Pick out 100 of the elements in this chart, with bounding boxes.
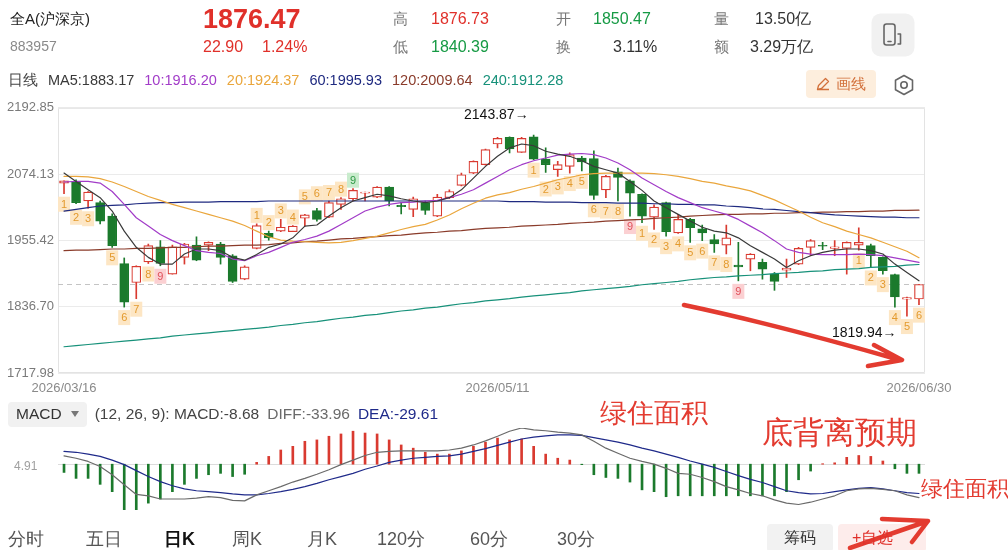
text: 1850.47 xyxy=(593,10,651,29)
y-tick-label: 2192.85 xyxy=(7,99,54,115)
x-tick-label: 2026/05/11 xyxy=(465,380,530,396)
bar xyxy=(712,463,716,497)
bar xyxy=(423,451,427,465)
text: 1.24% xyxy=(262,38,308,57)
text: 分时 xyxy=(8,529,44,550)
text: DEA:-29.61 xyxy=(357,405,439,424)
text: 1 xyxy=(855,254,862,267)
bar xyxy=(279,449,283,465)
text: 高 xyxy=(393,10,408,28)
bar xyxy=(496,437,499,465)
text: 9 xyxy=(157,269,164,282)
text: 1 xyxy=(638,226,646,239)
text: 4 xyxy=(566,177,573,190)
text: 883957 xyxy=(10,38,57,55)
bar xyxy=(568,459,572,465)
bar xyxy=(785,463,788,493)
text: 8 xyxy=(723,258,730,271)
text: 3.11% xyxy=(613,38,658,57)
text: 低 xyxy=(393,38,408,56)
bar xyxy=(833,462,837,465)
bar xyxy=(508,439,511,465)
y-tick-label: 1717.98 xyxy=(7,364,54,380)
bar xyxy=(869,456,873,465)
annotation: 2143.87→ xyxy=(464,106,529,123)
text: 1 xyxy=(530,163,537,176)
text: 4 xyxy=(289,210,296,223)
bar xyxy=(797,463,800,481)
text: 7 xyxy=(133,302,140,315)
text: 7 xyxy=(711,256,718,269)
y-tick-label: 1955.42 xyxy=(7,231,54,247)
text: 5 xyxy=(687,246,694,259)
text: 2 xyxy=(265,216,272,229)
bar xyxy=(472,445,475,465)
bar xyxy=(207,463,210,476)
text: 2 xyxy=(542,182,549,195)
bar xyxy=(857,455,861,465)
bar xyxy=(484,441,487,465)
text: 1 xyxy=(253,208,260,221)
text: 五日 xyxy=(86,529,122,550)
text: 6 xyxy=(699,244,706,257)
bar xyxy=(159,463,162,500)
text: 5 xyxy=(109,251,116,264)
chart-title: MACD xyxy=(16,405,62,424)
bar xyxy=(520,438,523,465)
text: 全A(沪深京) xyxy=(10,10,90,28)
bar xyxy=(700,463,704,497)
text: 3 xyxy=(663,240,670,253)
bar xyxy=(544,453,548,465)
text: 5 xyxy=(578,174,585,187)
text: 量 xyxy=(714,10,729,28)
text: 3 xyxy=(277,204,284,217)
text: 30分 xyxy=(557,529,596,550)
text: 8 xyxy=(145,267,152,280)
x-tick-label: 2026/03/16 xyxy=(31,380,97,396)
text: 6 xyxy=(121,311,128,324)
dropdown: MACD xyxy=(8,402,87,427)
text: 5 xyxy=(301,190,308,203)
bar xyxy=(255,462,259,465)
text: 240:1912.28 xyxy=(482,72,564,90)
text: 9 xyxy=(735,284,742,297)
bar xyxy=(231,463,234,477)
text: 4.91 xyxy=(14,459,38,474)
text: 月K xyxy=(307,529,338,550)
bar xyxy=(195,463,198,479)
y-tick-label: 2074.13 xyxy=(7,165,54,181)
text: 22.90 xyxy=(203,38,244,57)
text: 2 xyxy=(651,233,658,246)
text: 6 xyxy=(915,308,923,321)
text: 1876.73 xyxy=(431,10,489,29)
text: 2 xyxy=(867,271,874,284)
bar xyxy=(688,463,692,497)
x-tick-label: 2026/06/30 xyxy=(886,380,952,396)
text: 9 xyxy=(349,173,357,186)
bar xyxy=(134,463,138,510)
text: 筹码 xyxy=(784,529,816,548)
bar xyxy=(122,463,126,510)
annotation: 1819.94→ xyxy=(832,324,897,340)
text: 日K xyxy=(164,529,195,550)
text: 开 xyxy=(556,10,571,28)
text: 3 xyxy=(85,212,92,225)
bar xyxy=(737,463,740,497)
text: 120分 xyxy=(377,529,426,550)
text: 周K xyxy=(232,529,263,550)
bar xyxy=(243,463,246,475)
text: 60:1995.93 xyxy=(309,72,382,90)
bar xyxy=(291,445,295,465)
text: 6 xyxy=(313,187,320,200)
bar xyxy=(532,445,535,465)
text: 画线 xyxy=(836,75,866,93)
text: 1840.39 xyxy=(431,38,489,57)
text: 8 xyxy=(337,182,345,195)
text: 3 xyxy=(879,278,886,291)
bar xyxy=(267,456,271,465)
text: 60分 xyxy=(470,529,509,550)
text: 2 xyxy=(73,210,80,223)
text: MA5:1883.17 xyxy=(48,72,135,90)
text: 5 xyxy=(903,320,910,333)
text: 3 xyxy=(554,180,561,193)
